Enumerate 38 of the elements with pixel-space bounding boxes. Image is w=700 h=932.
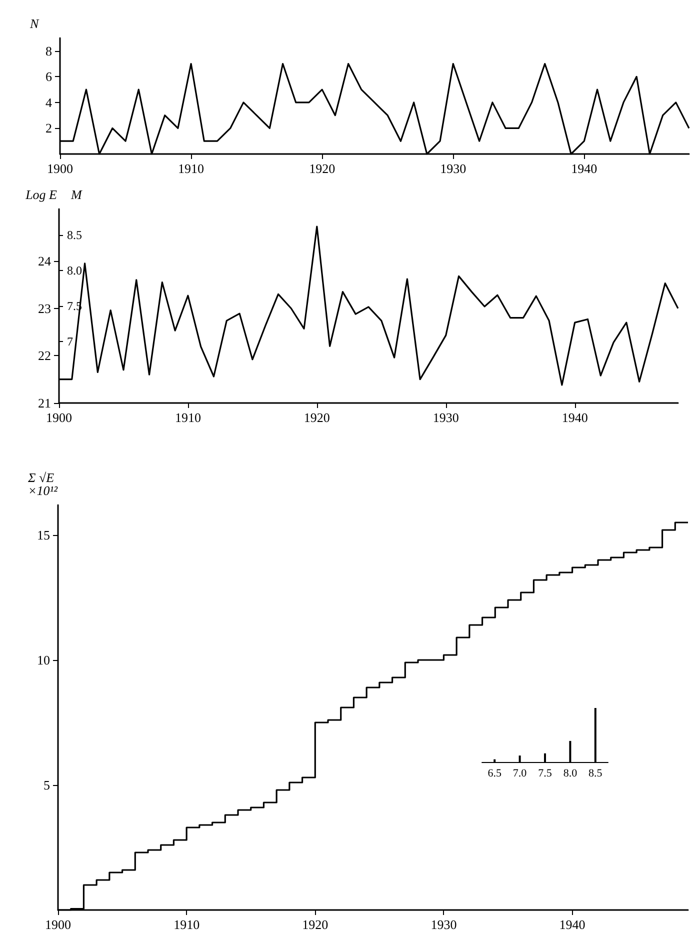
y-tick-label: 22 — [38, 348, 51, 364]
y2-axis-title: M — [70, 187, 83, 202]
y-tick-label: 15 — [37, 528, 50, 542]
x-tick-label: 1930 — [440, 161, 466, 176]
x-tick-label: 8.5 — [588, 768, 603, 780]
y-tick-label: 5 — [44, 778, 50, 792]
y-tick-label: 2 — [46, 120, 52, 136]
y-tick-label: 8 — [46, 43, 52, 58]
x-tick-label: 7.0 — [512, 768, 528, 780]
y-tick-label: 24 — [38, 254, 52, 269]
y2-tick-label: 8.0 — [67, 264, 82, 278]
x-tick-label: 1930 — [430, 917, 457, 932]
x-tick-label: 1920 — [304, 410, 330, 425]
x-tick-label: 1930 — [432, 410, 459, 425]
y-axis-title: N — [29, 16, 40, 31]
x-tick-label: 1900 — [47, 161, 73, 176]
x-tick-label: 1900 — [46, 410, 72, 425]
x-tick-label: 1920 — [309, 161, 336, 176]
x-tick-label: 8.0 — [563, 768, 578, 780]
y2-tick-label: 7 — [67, 334, 73, 348]
x-tick-label: 7.5 — [538, 768, 552, 780]
x-tick-label: 1940 — [571, 161, 598, 176]
x-tick-label: 1920 — [302, 917, 328, 932]
x-tick-label: 1940 — [562, 410, 588, 425]
x-tick-label: 1910 — [178, 161, 204, 176]
y-tick-label: 21 — [38, 396, 51, 410]
y2-tick-label: 8.5 — [67, 228, 82, 242]
x-tick-label: 6.5 — [488, 768, 502, 780]
y-tick-label: 6 — [46, 69, 52, 84]
x-tick-label: 1940 — [559, 917, 586, 932]
x-tick-label: 1910 — [174, 917, 200, 932]
y-axis-title: Log E — [24, 187, 58, 202]
y-axis-title: Σ √E ×10¹² — [27, 470, 59, 498]
y-tick-label: 23 — [38, 300, 51, 316]
x-tick-label: 1900 — [45, 917, 71, 932]
y-tick-label: 10 — [37, 652, 50, 668]
x-tick-label: 1910 — [174, 410, 201, 425]
y-tick-label: 4 — [46, 94, 52, 110]
